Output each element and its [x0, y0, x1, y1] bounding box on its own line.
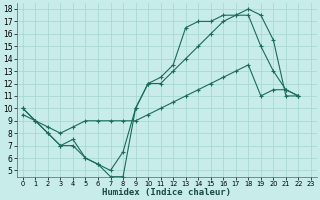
X-axis label: Humidex (Indice chaleur): Humidex (Indice chaleur) [102, 188, 231, 197]
